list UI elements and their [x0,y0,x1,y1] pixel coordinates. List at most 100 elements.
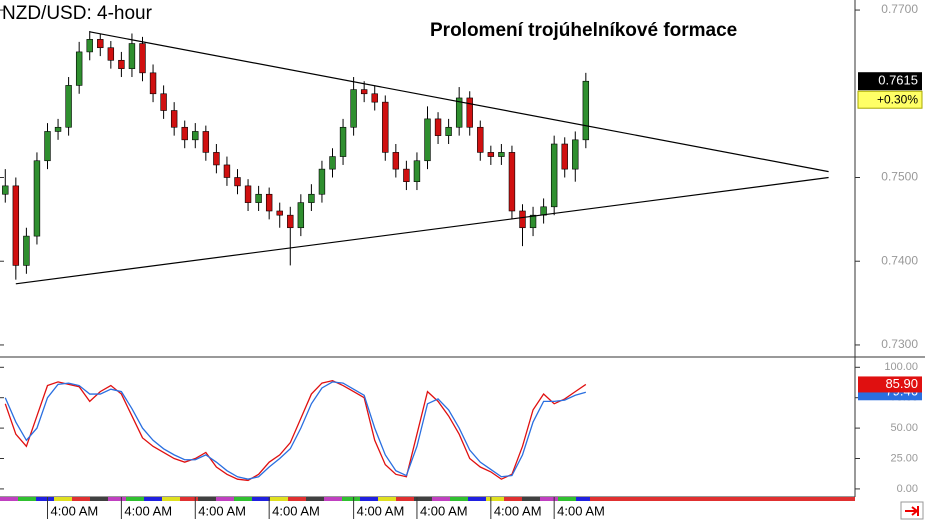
candle-body [128,43,136,69]
candle-body [223,164,231,178]
candle-body [297,202,305,229]
candle-body [582,80,590,141]
session-strip [342,497,360,501]
x-tick-label: 4:00 AM [51,503,99,518]
x-tick-label: 4:00 AM [557,503,605,518]
candle-body [519,210,526,229]
candle-body [181,126,188,141]
y-tick-label: 0.7700 [881,2,918,16]
scroll-button[interactable] [900,501,924,520]
candle-body [170,110,178,128]
candle-body [44,131,51,162]
x-tick-label: 4:00 AM [272,503,320,518]
session-strip [162,497,180,501]
candle-body [329,156,336,170]
session-strip [90,497,108,501]
candle-body [202,131,210,153]
candle-body [160,93,167,111]
session-strip [504,497,522,501]
session-strip [126,497,144,501]
candle-body [192,131,199,141]
candle-body [445,126,452,136]
candle-body [12,185,20,266]
candle-body [2,185,9,195]
change-box [857,90,923,109]
candle-body [339,126,347,157]
candle-body [403,168,410,182]
candle-body [118,59,125,69]
session-strip [432,497,450,501]
candle-body [234,177,241,187]
session-strip [36,497,54,501]
y-tick-label: 0.7500 [881,170,918,184]
candle-body [75,51,83,86]
session-strip [54,497,72,501]
candle-body [86,39,93,53]
trendline [89,31,829,173]
session-strip [198,497,216,501]
candle-body [23,235,30,266]
session-strip [306,497,324,501]
y-tick-label: 0.00 [897,483,918,495]
session-strip [378,497,396,501]
session-strip [576,497,594,501]
session-strip [396,497,414,501]
session-strip [590,497,855,501]
chart-title: NZD/USD: 4-hour [2,3,153,24]
candle-body [498,152,505,157]
session-strip [180,497,198,501]
session-strip [108,497,126,501]
session-strip [486,497,504,501]
price-box [858,72,922,91]
session-strip [18,497,36,501]
session-strip [72,497,90,501]
session-strip [216,497,234,501]
session-strip [450,497,468,501]
candle-body [413,160,421,182]
candle-body [466,97,473,128]
candle-body [97,39,104,49]
x-tick-label: 4:00 AM [124,503,172,518]
oscillator-line [4,381,587,480]
price-label: 0.7615 [878,73,918,88]
y-tick-label: 0.7400 [881,253,918,267]
candle-body [392,152,400,170]
candle-body [139,43,146,74]
trendline [15,176,829,285]
candle-body [65,85,72,128]
candle-body [54,126,62,132]
session-strip [324,497,342,501]
candle-body [255,193,262,203]
y-tick-label: 50.00 [890,422,918,434]
candle-body [107,47,115,61]
annotation: Prolomení trojúhelníkové formace [430,20,737,41]
x-tick-label: 4:00 AM [494,503,542,518]
candle-body [455,97,463,128]
candle-body [33,160,41,237]
value-label: 85.90 [885,376,918,391]
x-tick-label: 4:00 AM [420,503,468,518]
session-strip [558,497,576,501]
candle-body [477,126,484,153]
session-strip [522,497,540,501]
change-label: +0.30% [877,92,918,106]
session-strip [468,497,486,501]
candle-body [287,214,294,229]
session-strip [144,497,162,501]
candle-body [529,214,537,229]
candle-body [434,118,442,136]
candle-body [382,101,389,153]
candle-body [244,185,252,203]
candle-body [508,152,516,212]
x-tick-label: 4:00 AM [357,503,405,518]
candle-body [149,72,157,95]
session-strip [540,497,558,501]
y-tick-label: 25.00 [890,452,918,464]
candle-body [276,210,283,216]
session-strip [360,497,378,501]
candle-body [213,152,220,166]
candle-body [550,143,558,208]
value-box [858,376,922,393]
candle-body [318,168,326,195]
